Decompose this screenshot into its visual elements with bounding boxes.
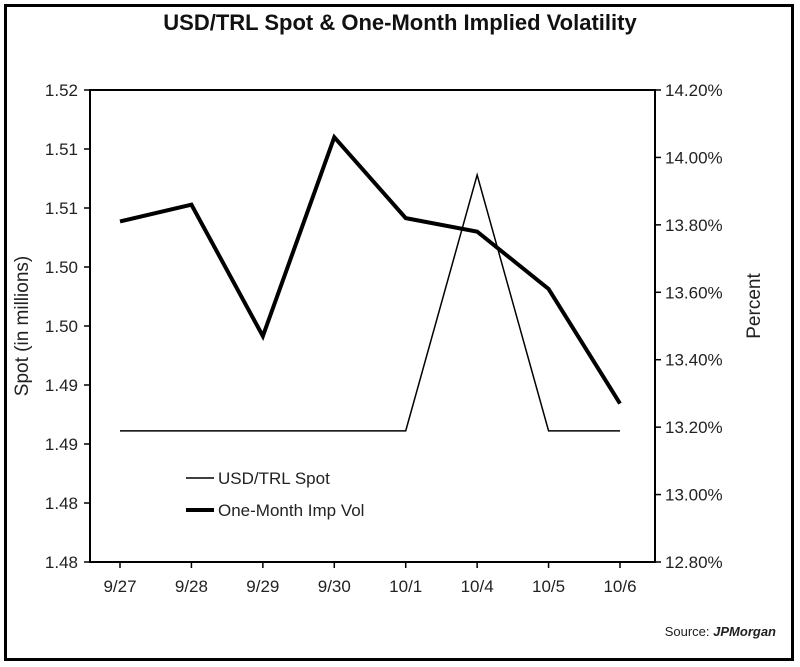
x-tick-label: 10/4	[461, 577, 494, 596]
y-tick-label: 1.51	[45, 140, 78, 159]
y-tick-label: 1.48	[45, 553, 78, 572]
chart-title: USD/TRL Spot & One-Month Implied Volatil…	[163, 10, 637, 35]
y2-tick-label: 12.80%	[665, 553, 723, 572]
legend-label: One-Month Imp Vol	[218, 501, 364, 520]
source-name: JPMorgan	[713, 624, 776, 639]
source-label: Source:	[664, 624, 710, 639]
source-note: Source: JPMorgan	[665, 624, 776, 639]
y-tick-label: 1.52	[45, 81, 78, 100]
x-tick-label: 9/27	[103, 577, 136, 596]
y-tick-label: 1.50	[45, 317, 78, 336]
y-tick-label: 1.48	[45, 494, 78, 513]
series-line-2	[119, 133, 622, 405]
x-tick-label: 9/30	[318, 577, 351, 596]
y2-axis-title: Percent	[744, 273, 765, 339]
y-tick-label: 1.50	[45, 258, 78, 277]
y2-tick-label: 13.20%	[665, 418, 723, 437]
y-tick-label: 1.49	[45, 376, 78, 395]
x-tick-label: 9/28	[175, 577, 208, 596]
y2-tick-label: 13.60%	[665, 283, 723, 302]
y-axis-title: Spot (in millions)	[12, 256, 33, 396]
x-tick-label: 9/29	[246, 577, 279, 596]
y2-tick-label: 14.00%	[665, 148, 723, 167]
y2-tick-label: 14.20%	[665, 81, 723, 100]
x-tick-label: 10/6	[603, 577, 636, 596]
y-tick-label: 1.51	[45, 199, 78, 218]
legend-label: USD/TRL Spot	[218, 469, 330, 488]
series-line-1	[120, 172, 620, 432]
y2-tick-label: 13.00%	[665, 486, 723, 505]
x-tick-label: 10/1	[389, 577, 422, 596]
y2-tick-label: 13.40%	[665, 351, 723, 370]
chart-frame	[4, 4, 794, 661]
y2-tick-label: 13.80%	[665, 216, 723, 235]
x-tick-label: 10/5	[532, 577, 565, 596]
y-tick-label: 1.49	[45, 435, 78, 454]
